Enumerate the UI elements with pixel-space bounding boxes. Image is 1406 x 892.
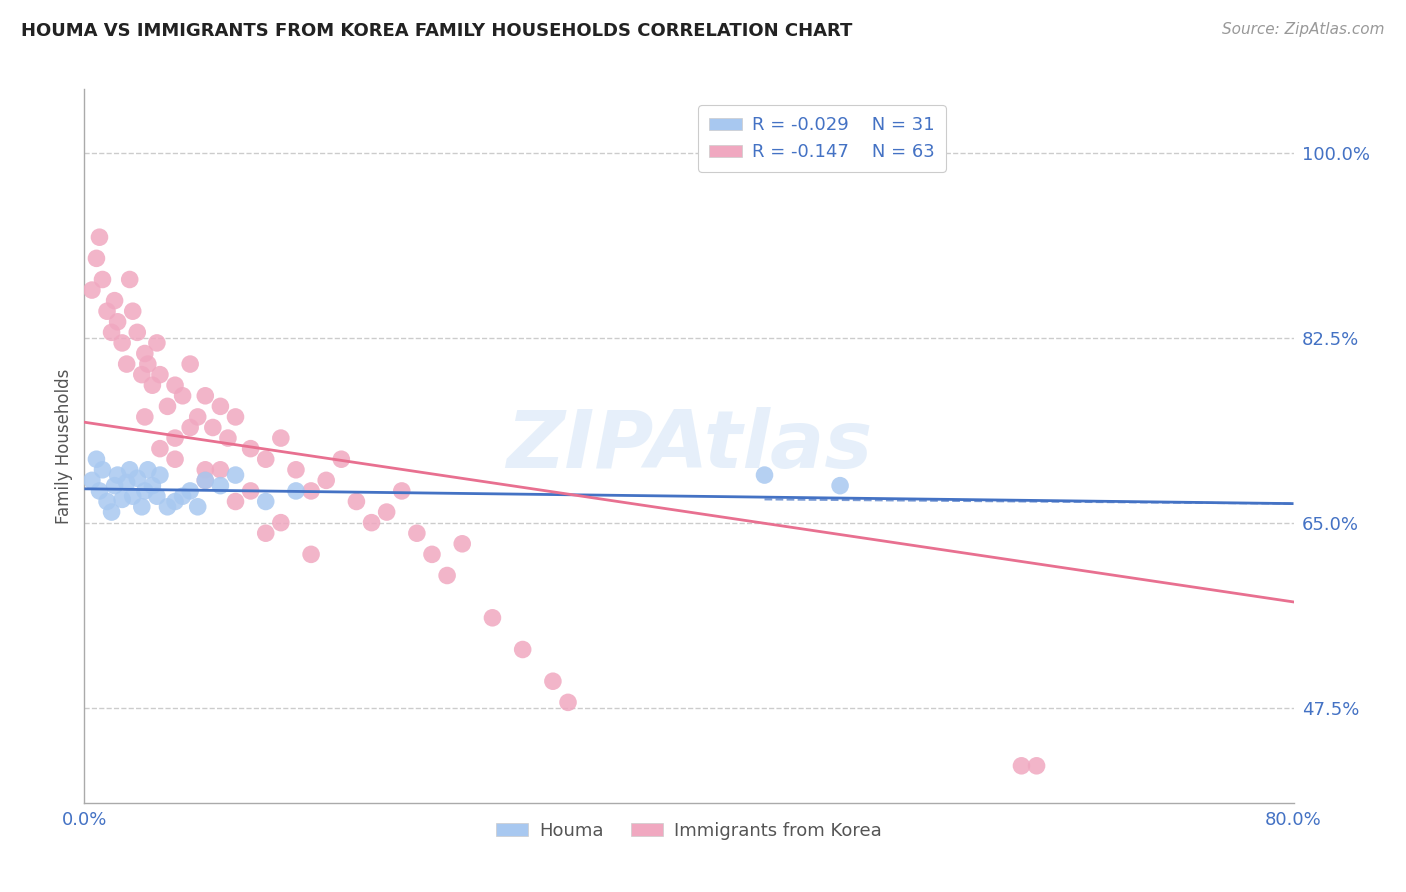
Point	[100, 326, 122, 340]
Point	[89, 230, 111, 244]
Point	[91, 463, 114, 477]
Point	[209, 400, 232, 414]
Point	[225, 494, 247, 508]
Point	[254, 526, 277, 541]
Point	[285, 483, 308, 498]
Point	[86, 252, 108, 266]
Point	[96, 494, 118, 508]
Point	[118, 272, 141, 286]
Text: HOUMA VS IMMIGRANTS FROM KOREA FAMILY HOUSEHOLDS CORRELATION CHART: HOUMA VS IMMIGRANTS FROM KOREA FAMILY HO…	[21, 22, 852, 40]
Point	[285, 463, 308, 477]
Point	[1011, 759, 1033, 773]
Point	[239, 483, 262, 498]
Point	[131, 500, 153, 514]
Point	[225, 409, 247, 424]
Point	[146, 489, 169, 503]
Point	[91, 272, 114, 286]
Point	[121, 304, 143, 318]
Legend: Houma, Immigrants from Korea: Houma, Immigrants from Korea	[489, 815, 889, 847]
Point	[127, 471, 149, 485]
Point	[299, 547, 322, 561]
Point	[146, 335, 169, 350]
Point	[270, 516, 292, 530]
Point	[830, 478, 852, 492]
Point	[187, 500, 209, 514]
Point	[420, 547, 443, 561]
Y-axis label: Family Households: Family Households	[55, 368, 73, 524]
Point	[80, 283, 103, 297]
Point	[149, 468, 172, 483]
Point	[107, 468, 129, 483]
Point	[156, 500, 179, 514]
Point	[187, 409, 209, 424]
Point	[149, 442, 172, 456]
Point	[136, 463, 159, 477]
Point	[209, 463, 232, 477]
Point	[225, 468, 247, 483]
Point	[481, 611, 503, 625]
Point	[239, 442, 262, 456]
Point	[270, 431, 292, 445]
Point	[209, 478, 232, 492]
Point	[104, 478, 127, 492]
Point	[217, 431, 239, 445]
Point	[115, 475, 138, 490]
Point	[194, 389, 217, 403]
Point	[512, 642, 534, 657]
Point	[136, 357, 159, 371]
Point	[80, 474, 103, 488]
Point	[254, 452, 277, 467]
Point	[172, 389, 194, 403]
Point	[406, 526, 429, 541]
Point	[134, 346, 156, 360]
Point	[104, 293, 127, 308]
Point	[165, 378, 187, 392]
Point	[86, 452, 108, 467]
Text: ZIPAtlas: ZIPAtlas	[506, 407, 872, 485]
Point	[121, 489, 143, 503]
Text: Source: ZipAtlas.com: Source: ZipAtlas.com	[1222, 22, 1385, 37]
Point	[118, 463, 141, 477]
Point	[111, 335, 134, 350]
Point	[156, 400, 179, 414]
Point	[131, 368, 153, 382]
Point	[330, 452, 353, 467]
Point	[179, 357, 201, 371]
Point	[194, 474, 217, 488]
Point	[127, 326, 149, 340]
Point	[134, 483, 156, 498]
Point	[111, 492, 134, 507]
Point	[451, 537, 474, 551]
Point	[141, 478, 163, 492]
Point	[391, 483, 413, 498]
Point	[134, 409, 156, 424]
Point	[96, 304, 118, 318]
Point	[172, 489, 194, 503]
Point	[89, 483, 111, 498]
Point	[254, 494, 277, 508]
Point	[115, 357, 138, 371]
Point	[557, 695, 579, 709]
Point	[436, 568, 458, 582]
Point	[179, 483, 201, 498]
Point	[541, 674, 564, 689]
Point	[201, 420, 224, 434]
Point	[100, 505, 122, 519]
Point	[149, 368, 172, 382]
Point	[299, 483, 322, 498]
Point	[315, 474, 337, 488]
Point	[360, 516, 382, 530]
Point	[165, 494, 187, 508]
Point	[1025, 759, 1047, 773]
Point	[165, 452, 187, 467]
Point	[165, 431, 187, 445]
Point	[346, 494, 368, 508]
Point	[194, 474, 217, 488]
Point	[179, 420, 201, 434]
Point	[754, 468, 776, 483]
Point	[375, 505, 398, 519]
Point	[194, 463, 217, 477]
Point	[141, 378, 163, 392]
Point	[107, 315, 129, 329]
